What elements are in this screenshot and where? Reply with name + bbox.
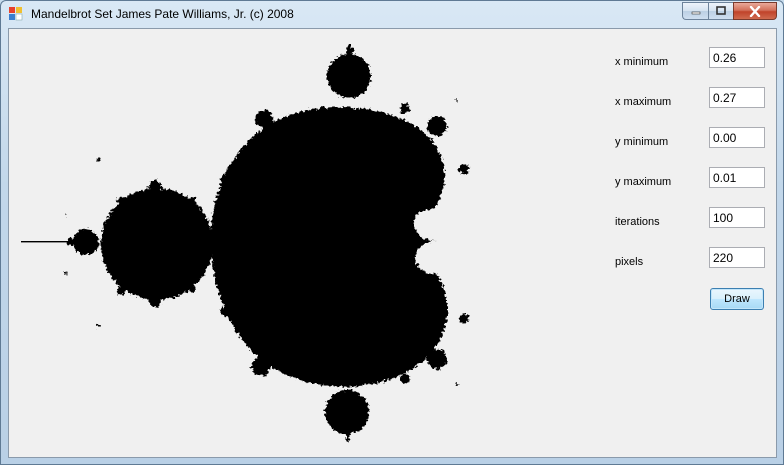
- client-area: x minimum x maximum y minimum y maximum …: [8, 28, 777, 458]
- minimize-button[interactable]: [682, 2, 708, 20]
- y-maximum-label: y maximum: [615, 176, 672, 188]
- pixels-input[interactable]: [709, 247, 765, 268]
- iterations-label: iterations: [615, 216, 660, 228]
- close-icon: [749, 5, 761, 17]
- window-title: Mandelbrot Set James Pate Williams, Jr. …: [31, 7, 294, 21]
- minimize-icon: [691, 11, 700, 15]
- draw-button[interactable]: Draw: [710, 288, 764, 310]
- y-minimum-input[interactable]: [709, 127, 765, 148]
- y-minimum-label: y minimum: [615, 136, 669, 148]
- x-maximum-input[interactable]: [709, 87, 765, 108]
- x-maximum-label: x maximum: [615, 96, 672, 108]
- x-minimum-input[interactable]: [709, 47, 765, 68]
- iterations-input[interactable]: [709, 207, 765, 228]
- window-controls: [682, 2, 777, 20]
- y-maximum-input[interactable]: [709, 167, 765, 188]
- maximize-icon: [716, 6, 726, 15]
- x-minimum-label: x minimum: [615, 56, 669, 68]
- title-bar[interactable]: Mandelbrot Set James Pate Williams, Jr. …: [1, 1, 783, 27]
- app-icon: [9, 7, 23, 21]
- close-button[interactable]: [733, 2, 777, 20]
- pixels-label: pixels: [615, 256, 644, 268]
- mandelbrot-set-image: [21, 45, 469, 441]
- maximize-button[interactable]: [708, 2, 733, 20]
